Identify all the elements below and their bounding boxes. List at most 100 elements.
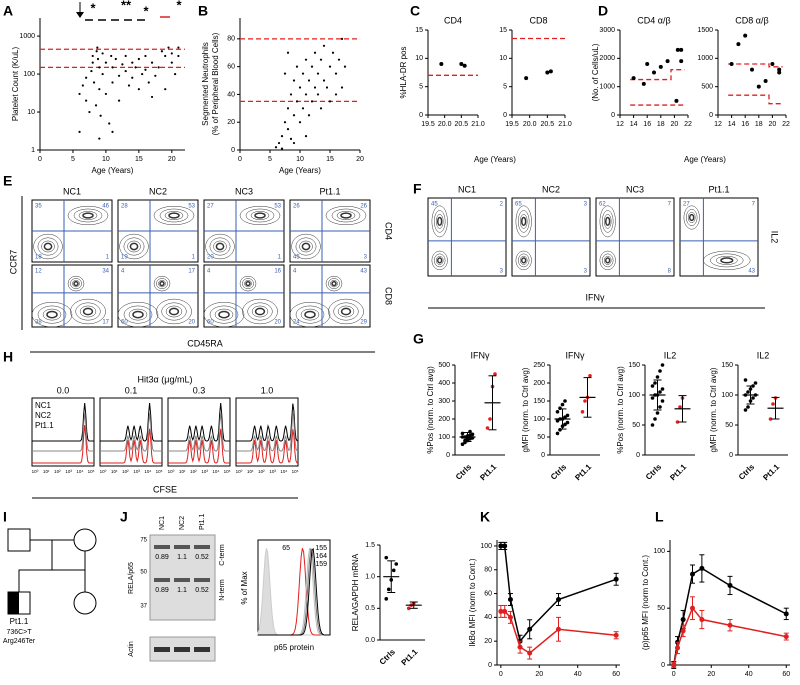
point [150, 95, 154, 99]
point [674, 98, 679, 103]
point [753, 381, 758, 385]
point [298, 121, 302, 124]
point [343, 65, 347, 68]
point [147, 81, 150, 84]
column-label: NC3 [626, 184, 644, 194]
loading: Actin [128, 641, 135, 657]
y-tick-label: 500 [438, 362, 450, 369]
y-tick-label: 0 [611, 112, 615, 119]
point [111, 130, 114, 133]
point [92, 81, 96, 84]
point [289, 137, 293, 140]
mfi-label: 155 [315, 545, 327, 552]
mfi-label: 65 [282, 545, 290, 552]
quadrant-value: 7 [752, 202, 756, 208]
contour [161, 302, 187, 321]
point [548, 69, 553, 74]
point [394, 562, 399, 566]
chart-title: IL2 [664, 350, 677, 360]
point [95, 50, 98, 53]
contour [599, 250, 616, 271]
x-tick-label: Ctrls [454, 462, 474, 482]
point [111, 81, 114, 84]
chart-title: CD8 α/β [735, 15, 768, 25]
contour [689, 213, 695, 222]
flow-tick: 10² [190, 469, 197, 474]
histogram-curve [168, 428, 230, 464]
point [292, 79, 296, 82]
y-tick-label: 500 [701, 84, 713, 91]
point [459, 62, 464, 66]
quadrant-value: 17 [102, 320, 109, 326]
annotation: * [143, 3, 149, 18]
point [328, 65, 332, 68]
reference-line [728, 63, 783, 68]
point [164, 54, 167, 58]
contour [37, 237, 59, 256]
y-axis-label: (% of Peripheral Blood Cells) [211, 32, 220, 135]
pedigree-shape [18, 539, 86, 592]
point [439, 62, 444, 66]
column-label: NC2 [542, 184, 560, 194]
contour [239, 275, 257, 292]
quadrant-value: 53 [188, 204, 195, 210]
point [488, 417, 492, 421]
quadrant-value: 12 [35, 269, 42, 275]
point [283, 121, 287, 124]
point [658, 405, 662, 409]
quadrant-value: 43 [748, 269, 755, 275]
pedigree-shape [73, 591, 97, 615]
point [289, 93, 293, 96]
x-tick-label: 20 [168, 156, 176, 163]
point [556, 626, 561, 632]
y-tick-label: 0 [446, 452, 450, 459]
contour [156, 278, 168, 290]
quadrant-value: 62 [599, 202, 606, 208]
x-tick-label: 60 [782, 671, 790, 678]
contour [33, 233, 63, 260]
contour [42, 308, 62, 321]
contour [247, 302, 273, 321]
flow-tick: 10¹ [43, 469, 50, 474]
flow-plot [289, 264, 371, 328]
y-axis-label: %Pos (norm. to Ctrl avg) [426, 366, 435, 454]
point [675, 420, 680, 424]
point [137, 88, 140, 91]
d-x-label: Age (Years) [684, 155, 726, 164]
point [340, 37, 344, 40]
x-tick-label: 14 [630, 121, 638, 128]
y-tick-label: 1000 [19, 33, 35, 40]
point [555, 410, 560, 414]
quadrant-value: 3 [584, 202, 588, 208]
y-axis-label: gMFI (norm. to Ctrl avg) [709, 367, 718, 452]
point [485, 426, 490, 430]
y-tick-label: 80 [227, 36, 235, 43]
x-tick-label: 18 [657, 121, 665, 128]
contour [78, 211, 98, 220]
point [699, 565, 705, 571]
point [386, 587, 391, 592]
point [680, 628, 686, 634]
histogram-curve [32, 402, 94, 442]
point [313, 51, 317, 54]
point [313, 86, 317, 89]
point [675, 645, 680, 651]
flow-tick: 10¹ [111, 469, 118, 474]
contour [336, 211, 356, 220]
quadrant-value: 45 [293, 255, 300, 261]
point [768, 417, 773, 421]
point [729, 62, 734, 66]
point [98, 88, 101, 91]
quadrant-value: 20 [207, 255, 214, 261]
quadrant-value: 1 [106, 255, 110, 261]
y-tick-label: 1.5 [365, 542, 375, 549]
histogram-curve [258, 547, 330, 636]
point [91, 54, 94, 58]
quadrant-value: 35 [35, 204, 42, 210]
column-label: NC3 [235, 186, 253, 196]
contour [158, 280, 166, 288]
point [277, 141, 281, 145]
x-axis-label: Age (Years) [92, 166, 134, 175]
contour [242, 298, 278, 325]
blot [149, 534, 216, 621]
